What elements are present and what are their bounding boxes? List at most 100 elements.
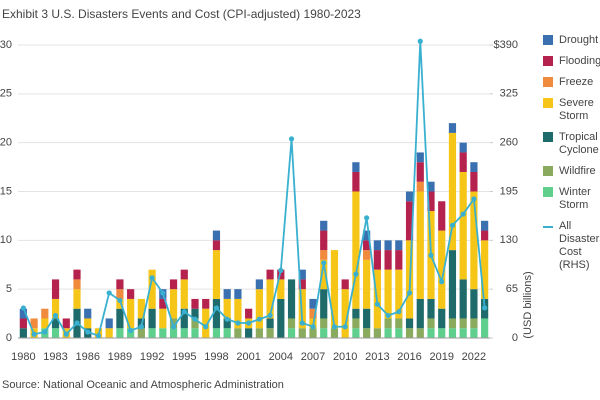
bar-segment [352,318,360,329]
legend-item: Drought [543,34,599,47]
cost-point [267,312,273,319]
legend-item: Winter Storm [543,186,599,212]
bar-segment [330,250,339,329]
legend-item: Tropical Cyclone [543,131,599,157]
x-tick-label: 2019 [429,351,453,363]
bar-segment [438,230,446,309]
y2-tick-label: 0 [512,332,518,344]
bar-segment [448,250,457,319]
bar-segment [287,279,296,319]
bar-segment [427,328,435,338]
bar-segment [363,308,371,329]
cost-point [246,320,252,326]
bar-segment [73,289,81,309]
cost-point [439,279,445,285]
cost-point [396,309,402,315]
bar-segment [427,181,435,192]
bar-segment [212,250,221,299]
cost-point [85,329,91,335]
bar-segment [320,328,328,338]
bar-segment [234,289,242,299]
bar-segment [427,298,435,319]
bar-segment [277,298,285,338]
bar-segment [459,142,467,153]
bar-segment [341,279,349,290]
cost-point [449,222,456,228]
legend-label: All Disasters Cost (RHS) [559,220,600,271]
bar-segment [277,279,285,299]
bar-segment [159,298,167,309]
legend-swatch [543,35,553,45]
bar-segment [62,318,70,329]
bar-segment [116,289,124,299]
bar-segment [373,328,381,338]
cost-point [170,324,177,330]
legend-swatch [543,226,553,228]
bar-segment [51,279,60,299]
cost-point [256,316,262,322]
cost-point [31,331,37,337]
bar-segment [405,328,414,338]
bar-segment [427,191,435,212]
cost-point [482,305,488,311]
cost-point [20,305,26,311]
bar-segment [73,279,81,290]
cost-point [128,327,134,334]
y-tick-label: 30 [0,39,12,51]
bar-segment [51,328,60,338]
bar-segment [363,240,371,251]
legend-item: Freeze [543,76,599,89]
legend-label: Severe Storm [559,97,594,122]
legend-label: Tropical Cyclone [559,131,599,156]
bar-segment [384,250,392,270]
bar-segment [395,250,403,270]
y2-tick-label: $390 [494,39,518,51]
bar-segment [470,191,478,290]
bar-segment [298,279,306,290]
bar-segment [309,328,317,338]
bar-segment [448,123,457,133]
cost-point [213,305,220,311]
bar-segment [373,250,381,270]
chart-title: Exhibit 3 U.S. Disasters Events and Cost… [2,7,361,21]
y-tick-label: 5 [6,283,12,295]
x-tick-label: 1986 [75,351,99,363]
bar-segment [127,298,135,329]
bar-segment [459,318,467,329]
x-tick-label: 2001 [236,351,260,363]
x-tick-label: 2004 [269,351,293,363]
bar-segment [169,279,178,290]
bar-segment [405,201,414,241]
bar-segment [223,328,231,338]
bar-segment [395,240,403,251]
cost-point [181,309,187,315]
bar-segment [245,328,253,338]
bar-segment [341,289,349,338]
bar-segment [448,318,457,329]
bar-segment [234,298,242,329]
bar-segment [19,308,27,319]
bar-segment [287,328,296,338]
cost-point [42,329,48,335]
cost-point [471,196,477,202]
bar-segment [470,289,478,319]
legend-swatch [543,166,553,176]
bar-segment [395,318,403,329]
y2-tick-label: 325 [500,88,518,100]
bar-segment [438,308,446,329]
legend: Drought Flooding Freeze Severe Storm Tropica… [543,34,600,280]
bar-segment [255,279,263,290]
x-tick-label: 2010 [333,351,357,363]
bar-segment [169,318,178,329]
bar-segment [416,152,424,163]
bar-segment [41,318,49,329]
bar-segment [395,269,403,319]
bar-segment [384,318,392,329]
bar-segment [159,308,167,329]
bar-segment [481,230,489,241]
bar-segment [137,298,145,319]
cost-point [288,136,295,142]
cost-point [52,312,59,319]
bar-segment [180,269,188,280]
